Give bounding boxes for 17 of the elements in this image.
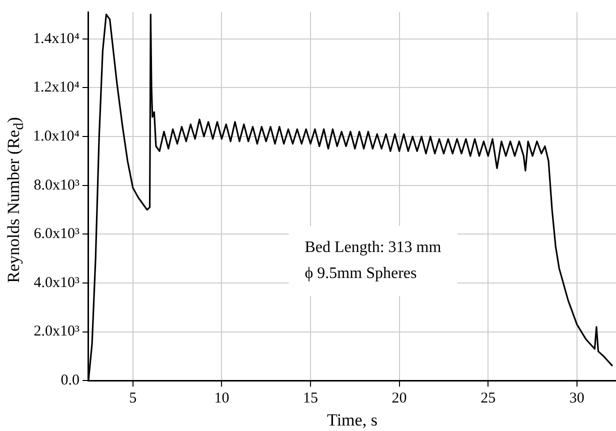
annotation: ϕ 9.5mm Spheres xyxy=(304,265,417,282)
y-tick-label: 2.0x10³ xyxy=(34,324,80,340)
y-tick-label: 1.4x10⁴ xyxy=(32,30,80,47)
x-tick-label: 5 xyxy=(129,390,137,407)
y-tick-label: 8.0x10³ xyxy=(34,177,80,194)
x-tick-label: 30 xyxy=(569,390,584,407)
y-tick-label: 0.0 xyxy=(60,372,80,389)
y-tick-label: 1.2x10⁴ xyxy=(32,80,80,96)
x-tick-label: 20 xyxy=(392,390,407,407)
x-tick-label: 25 xyxy=(480,390,496,407)
y-tick-label: 1.0x10⁴ xyxy=(32,128,80,144)
annotation: Bed Length: 313 mm xyxy=(304,239,442,256)
y-tick-label: 6.0x10³ xyxy=(34,226,80,242)
y-tick-label: 4.0x10³ xyxy=(34,274,80,291)
x-axis-title: Time, s xyxy=(327,410,378,430)
x-tick-label: 15 xyxy=(303,390,318,407)
x-tick-label: 10 xyxy=(214,390,230,407)
